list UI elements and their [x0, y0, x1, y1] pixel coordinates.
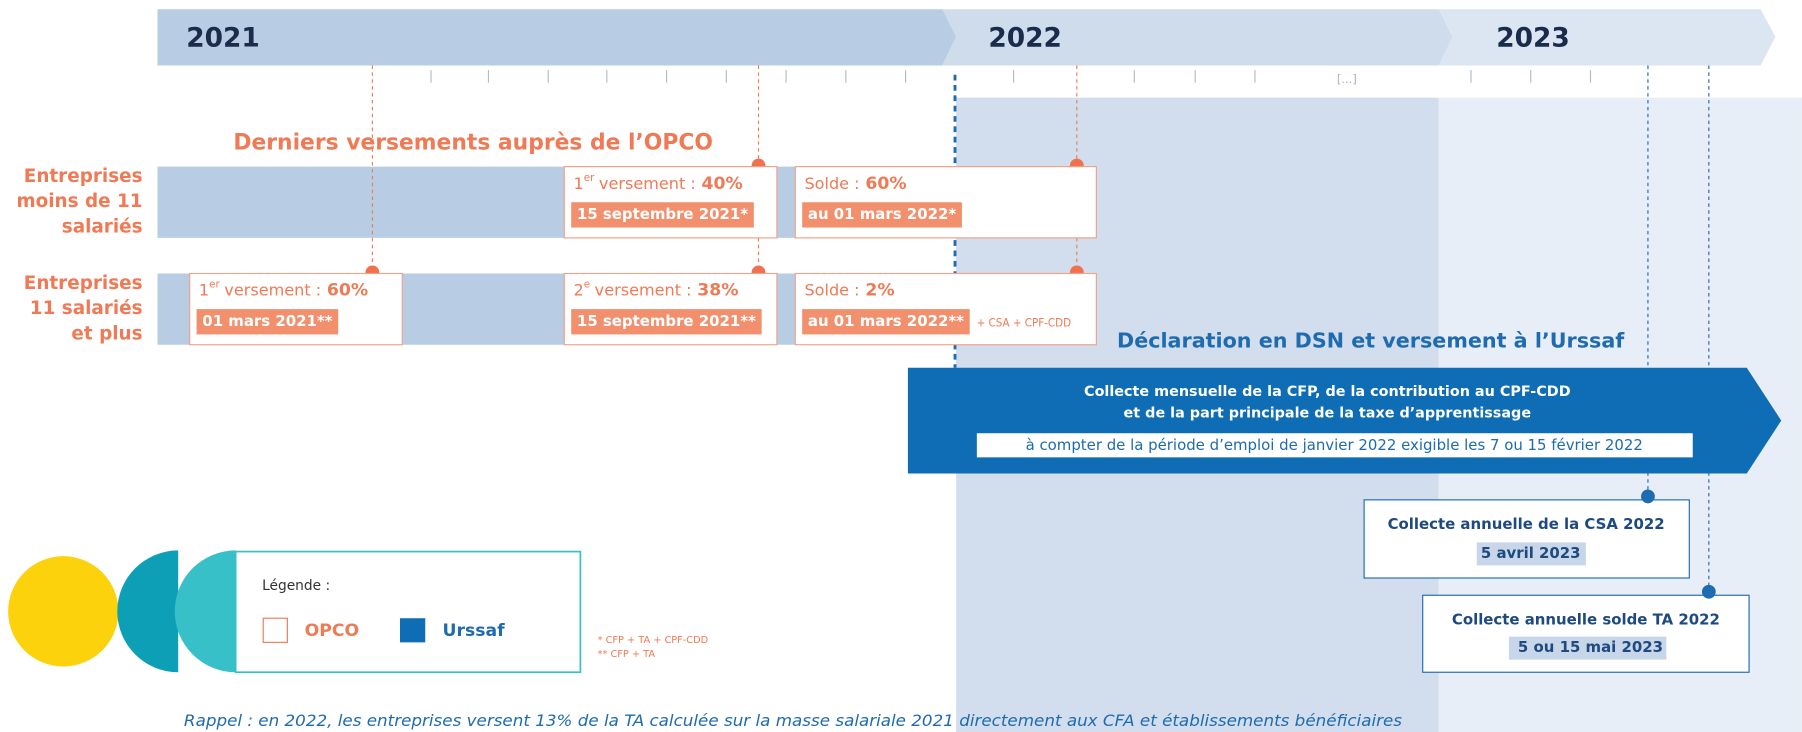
- payment-date-box: [571, 309, 762, 335]
- row-label: Entreprises: [24, 273, 143, 294]
- urssaf-line: et de la part principale de la taxe d’ap…: [1124, 406, 1532, 422]
- ordinal-sup: er: [584, 172, 595, 184]
- amount: 38%: [697, 281, 738, 301]
- urssaf-title: Déclaration en DSN et versement à l’Urss…: [1117, 328, 1625, 352]
- urssaf-note: à compter de la période d’emploi de janv…: [1026, 436, 1643, 454]
- amount: 2%: [865, 281, 894, 301]
- amount: 60%: [327, 281, 368, 301]
- payment-label: 1er versement : 60%: [199, 279, 368, 301]
- annual-dot: [1701, 584, 1716, 599]
- payment-date: 01 mars 2021**: [202, 312, 332, 330]
- legend-shape: [174, 550, 236, 673]
- legend-shape: [8, 556, 119, 667]
- label: versement :: [595, 280, 692, 299]
- payment-label: Solde : 2%: [804, 280, 894, 301]
- legend-item: Urssaf: [442, 621, 505, 641]
- urssaf-line: Collecte mensuelle de la CFP, de la cont…: [1084, 384, 1571, 400]
- legend-title: Légende :: [262, 578, 330, 594]
- year-band: [157, 9, 957, 66]
- legend-item: OPCO: [305, 621, 360, 641]
- legend-swatch: [262, 617, 288, 643]
- annual-dot: [1641, 489, 1655, 504]
- reminder: Rappel : en 2022, les entreprises versen…: [184, 711, 1403, 730]
- row-label: salariés: [62, 217, 143, 238]
- year-label: 2023: [1496, 23, 1570, 54]
- payment-date-box: [802, 202, 962, 228]
- payment-date-box: [196, 309, 339, 335]
- ellipsis: [...]: [1337, 72, 1357, 86]
- payment-label: Solde : 60%: [804, 173, 906, 194]
- payment-label: 2e versement : 38%: [573, 279, 738, 301]
- annual-date: 5 ou 15 mai 2023: [1518, 638, 1663, 656]
- annual-date-box: [1508, 636, 1667, 660]
- legend-swatch: [399, 618, 426, 643]
- year-band: [942, 9, 1453, 66]
- footnote: * CFP + TA + CPF-CDD: [598, 635, 709, 646]
- legend-shape: [117, 550, 179, 673]
- annual-box: [1422, 594, 1750, 673]
- year-label: 2022: [988, 23, 1062, 54]
- legend-box: [234, 550, 582, 674]
- payment-date-box: [571, 202, 754, 228]
- label: versement :: [224, 280, 321, 299]
- payment-date-box: [802, 309, 970, 335]
- amount: 60%: [865, 174, 906, 194]
- row-label: moins de 11: [16, 191, 142, 212]
- payment-date: au 01 mars 2022**: [808, 312, 964, 330]
- urssaf-note-box: [976, 433, 1693, 458]
- payment-date: 15 septembre 2021*: [577, 205, 748, 223]
- ordinal: 2: [573, 280, 583, 299]
- row-label: 11 salariés: [30, 298, 143, 319]
- label: Solde :: [804, 280, 859, 299]
- row-label: Entreprises: [24, 166, 143, 187]
- year-band: [1438, 9, 1776, 66]
- amount: 40%: [702, 174, 743, 194]
- ordinal-sup: er: [209, 279, 220, 291]
- annual-date: 5 avril 2023: [1481, 544, 1581, 562]
- payment-date: au 01 mars 2022*: [808, 205, 956, 223]
- payment-label: 1er versement : 40%: [573, 172, 742, 194]
- opco-title: Derniers versements auprès de l’OPCO: [233, 131, 713, 156]
- annual-title: Collecte annuelle solde TA 2022: [1452, 611, 1720, 629]
- ordinal: 1: [573, 173, 583, 192]
- payment-date: 15 septembre 2021**: [577, 312, 756, 330]
- payment-extra: + CSA + CPF-CDD: [977, 315, 1072, 329]
- footnote: ** CFP + TA: [598, 649, 656, 660]
- label: versement :: [599, 173, 696, 192]
- ticks: [430, 70, 1592, 83]
- year-label: 2021: [186, 23, 260, 54]
- ordinal-sup: e: [584, 279, 590, 291]
- annual-date-box: [1476, 542, 1586, 566]
- row-label: et plus: [71, 323, 142, 344]
- ordinal: 1: [199, 280, 209, 299]
- annual-box: [1363, 499, 1690, 579]
- annual-title: Collecte annuelle de la CSA 2022: [1388, 515, 1665, 533]
- label: Solde :: [804, 173, 859, 192]
